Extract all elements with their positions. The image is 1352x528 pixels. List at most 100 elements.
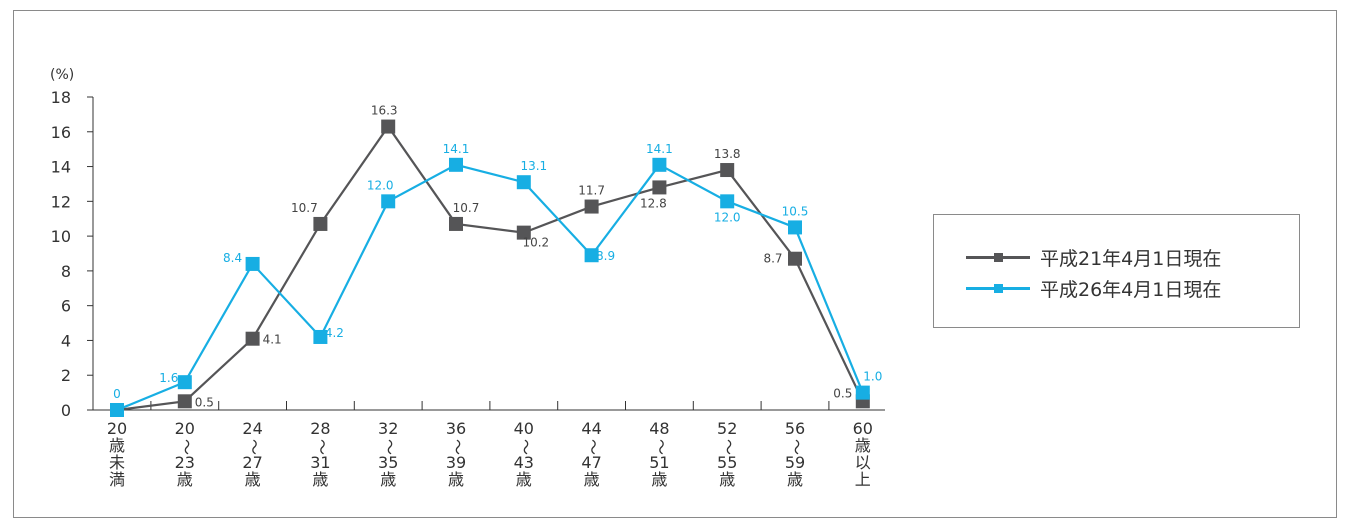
x-category-label-part: 39 [446, 453, 466, 472]
x-category-label: 32〜35歳 [378, 419, 399, 489]
x-category-label-part: 〜 [651, 439, 670, 455]
x-category-label-part: 20 [175, 419, 195, 438]
series-2-point [720, 194, 735, 209]
x-category-label-part: 55 [717, 453, 737, 472]
x-category-label-part: 未 [109, 453, 125, 472]
x-category-label-part: 56 [785, 419, 805, 438]
series-1-point [381, 119, 396, 134]
x-category-label-part: 51 [649, 453, 669, 472]
y-tick-label: 18 [51, 88, 71, 107]
legend-label-series-2: 平成26年4月1日現在 [1040, 278, 1222, 301]
series-2-point [652, 157, 667, 172]
y-tick-label: 8 [61, 262, 71, 281]
x-category-label-part: 歳 [516, 470, 532, 489]
x-category-label-part: 47 [581, 453, 601, 472]
x-category-label: 44〜47歳 [581, 419, 602, 489]
x-category-label-part: 31 [310, 453, 330, 472]
series-1-data-label: 11.7 [578, 184, 605, 198]
series-1-point [245, 331, 260, 346]
series-1-point [516, 225, 531, 240]
y-tick-label: 6 [61, 297, 71, 316]
series-2-point [449, 157, 463, 172]
series-2-point [313, 329, 328, 344]
series-2-data-label: 4.2 [325, 326, 344, 340]
x-category-label: 40〜43歳 [514, 419, 535, 489]
series-2-point [584, 248, 599, 263]
x-category-label-part: 歳 [312, 470, 328, 489]
x-category-label-part: 〜 [516, 439, 535, 455]
series-2-data-label: 14.1 [443, 142, 470, 156]
x-category-label-part: 歳 [651, 470, 667, 489]
series-2-data-label: 13.1 [520, 159, 547, 173]
x-category-label: 52〜55歳 [717, 419, 738, 489]
x-category-label: 36〜39歳 [446, 419, 467, 489]
series-1-point [584, 199, 599, 214]
x-category-label-part: 〜 [448, 439, 467, 455]
series-2-point [381, 194, 396, 209]
y-tick-label: 16 [51, 123, 71, 142]
x-category-label: 24〜27歳 [242, 419, 263, 489]
series-1-data-label: 4.1 [263, 333, 282, 347]
x-category-label-part: 20 [107, 419, 127, 438]
x-category-label-part: 44 [581, 419, 601, 438]
x-category-label-part: 歳 [245, 470, 261, 489]
legend-item-series-1: 平成21年4月1日現在 [966, 242, 1221, 272]
series-1-data-label: 0.5 [833, 386, 852, 400]
y-tick-label: 10 [51, 227, 71, 246]
legend-item-series-2: 平成26年4月1日現在 [966, 273, 1221, 303]
x-category-label-part: 歳 [109, 436, 125, 455]
x-category-label-part: 満 [109, 470, 125, 489]
data-labels: 0.5 4.1 10.7 16.3 10.7 10.2 11.7 12.8 13.8 8.7 0.5… [113, 104, 882, 410]
x-category-label-part: 以 [855, 453, 871, 472]
chart-axes: 024681012141618(%)20歳未満20〜23歳24〜27歳28〜31… [50, 67, 885, 489]
x-category-label-part: 歳 [787, 470, 803, 489]
x-category-label-part: 〜 [584, 439, 603, 455]
series-2-point [788, 220, 802, 235]
series-1-data-label: 12.8 [640, 196, 667, 210]
x-category-label: 20〜23歳 [175, 419, 196, 489]
x-category-label: 48〜51歳 [649, 419, 670, 489]
series-1-data-label: 8.7 [763, 252, 782, 266]
y-tick-label: 4 [61, 331, 71, 350]
x-category-label-part: 歳 [719, 470, 735, 489]
series-2-data-label: 0 [113, 387, 121, 401]
series-2-point [245, 256, 260, 271]
x-category-label-part: 〜 [177, 439, 196, 455]
x-category-label-part: 52 [717, 419, 737, 438]
series-2-data-label: 8.4 [223, 251, 242, 265]
series-1-data-label: 13.8 [714, 147, 741, 161]
series-1-point [177, 394, 192, 409]
x-category-label-part: 〜 [312, 439, 331, 455]
series-lines [116, 124, 864, 412]
series-2-data-label: 12.0 [714, 210, 741, 224]
y-tick-label: 2 [61, 366, 71, 385]
series-2-data-label: 10.5 [782, 204, 809, 218]
series-2-data-label: 14.1 [646, 142, 673, 156]
x-category-label-part: 〜 [245, 439, 264, 455]
y-tick-label: 12 [51, 192, 71, 211]
series-2-point [110, 403, 124, 417]
x-category-label-part: 歳 [584, 470, 600, 489]
x-category-label-part: 35 [378, 453, 398, 472]
series-1-point [449, 216, 463, 231]
series-2-data-label: 1.0 [863, 370, 882, 384]
x-category-label-part: 23 [175, 453, 195, 472]
x-category-label-part: 歳 [855, 436, 871, 455]
x-category-label-part: 〜 [719, 439, 738, 455]
legend-swatch-series-2 [966, 273, 1030, 303]
series-1-point [788, 251, 802, 266]
x-category-label-part: 〜 [787, 439, 806, 455]
series-1-point [652, 180, 667, 195]
x-category-label-part: 24 [242, 419, 262, 438]
x-category-label-part: 32 [378, 419, 398, 438]
series-2-point [855, 385, 870, 400]
y-tick-label: 14 [51, 158, 71, 177]
x-category-label-part: 43 [514, 453, 534, 472]
series-1-data-label: 10.2 [522, 236, 549, 250]
series-1-point [313, 216, 328, 231]
x-category-label-part: 歳 [448, 470, 464, 489]
series-2-data-label: 1.6 [159, 371, 178, 385]
series-1-data-label: 10.7 [453, 201, 480, 215]
